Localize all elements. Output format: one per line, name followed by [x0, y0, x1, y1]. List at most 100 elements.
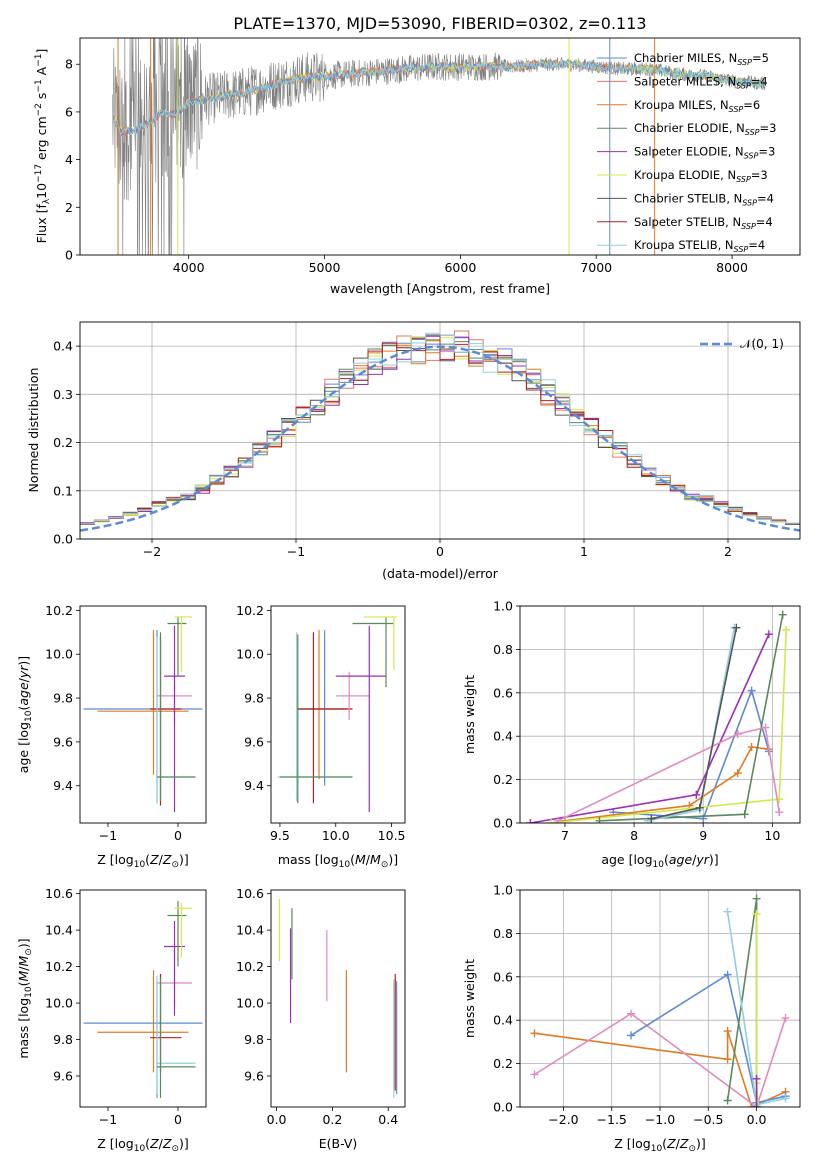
x-tick-label: 6000 [444, 260, 476, 275]
weight-marker [733, 730, 742, 739]
gridlines [520, 889, 800, 1108]
x-tick-label: 8 [630, 828, 638, 843]
weight-line-salpeter_elodie [530, 633, 770, 823]
y-tick-label: 0.4 [53, 339, 73, 354]
x-tick-label: 0 [174, 828, 182, 843]
axes-frame [79, 37, 801, 256]
y-tick-label: 9.4 [53, 778, 73, 793]
y-tick-label: 10.0 [45, 647, 73, 662]
weight-line-kroupa_elodie [551, 629, 787, 823]
y-tick-label: 1.0 [493, 883, 513, 898]
x-axis-label: wavelength [Angstrom, rest frame] [330, 281, 550, 296]
legend-entry-label: Kroupa MILES, NSSP=6 [634, 98, 760, 114]
axes-frame [79, 321, 801, 540]
x-tick-label: −1.5 [597, 1112, 627, 1127]
x-tick-label: 0 [174, 1112, 182, 1127]
y-axis-label: mass [log10(M/M⊙)] [16, 938, 34, 1058]
weight-marker [627, 1009, 636, 1018]
x-tick-label: 10.5 [378, 828, 406, 843]
y-tick-label: 10.4 [45, 923, 73, 938]
y-tick-label: 9.8 [244, 1032, 264, 1047]
y-tick-label: 9.6 [53, 734, 73, 749]
y-tick-label: 0.0 [53, 532, 73, 547]
y-tick-label: 9.8 [53, 1032, 73, 1047]
y-tick-label: 0 [65, 248, 73, 263]
y-tick-label: 0.2 [493, 1056, 513, 1071]
legend-entry-label: Chabrier MILES, NSSP=5 [634, 51, 769, 67]
y-tick-label: 10.0 [45, 996, 73, 1011]
y-tick-label: 10.6 [236, 886, 264, 901]
y-tick-label: 10.0 [236, 996, 264, 1011]
weight-marker [695, 803, 704, 812]
weight-marker [723, 1027, 732, 1036]
y-tick-label: 4 [65, 152, 73, 167]
weight-marker [530, 1029, 539, 1038]
x-axis-label: mass [log10(M/M⊙)] [278, 852, 398, 870]
y-tick-label: 0.2 [493, 772, 513, 787]
weight-line-chabrier_stelib [651, 627, 738, 820]
y-tick-label: 0.8 [493, 642, 513, 657]
x-tick-label: 4000 [173, 260, 205, 275]
y-tick-label: 0.1 [53, 483, 73, 498]
axes-frame [79, 889, 207, 1108]
axes-frame [519, 605, 801, 824]
weight-marker [752, 894, 761, 903]
weight-marker [723, 970, 732, 979]
weight-marker [547, 819, 556, 823]
mass-vs-ebv-panel: 0.0 0.2 0.4 9.6 9.8 10.0 10.2 10.4 10.6 E(B-V) [236, 886, 406, 1151]
axes-frame [519, 889, 801, 1108]
y-tick-label: 10.6 [45, 886, 73, 901]
plot-area [530, 894, 790, 1107]
weight-marker [778, 610, 787, 619]
x-tick-label: 7000 [580, 260, 612, 275]
x-axis-label: E(B-V) [319, 1136, 358, 1151]
weight-marker [723, 1055, 732, 1064]
y-tick-label: 0.0 [493, 816, 513, 831]
x-tick-label: 5000 [309, 260, 341, 275]
weight-line-kroupa_miles [564, 746, 770, 822]
legend-entry-label: Salpeter STELIB, NSSP=4 [634, 215, 773, 231]
weight-line-pink [534, 1012, 787, 1107]
x-tick-label: 8000 [716, 260, 748, 275]
weight-marker [747, 743, 756, 752]
y-tick-label: 0.4 [493, 729, 513, 744]
y-axis-label: Flux [fλ10−17 erg cm−2 s−1 A−1] [34, 49, 52, 244]
weight-line-chabrier_miles [630, 973, 786, 1104]
weight-marker [723, 907, 732, 916]
weight-marker [781, 1094, 790, 1103]
plot-area [526, 610, 791, 823]
x-tick-label: −1 [99, 828, 117, 843]
y-tick-label: 9.6 [53, 1069, 73, 1084]
axes-frame [79, 605, 207, 824]
weight-marker [781, 1014, 790, 1023]
weight-line-pink [557, 726, 781, 822]
y-tick-label: 0.6 [493, 969, 513, 984]
x-axis-label: Z [log10(Z/Z⊙)] [97, 1136, 189, 1154]
y-tick-label: 0.6 [493, 685, 513, 700]
y-axis-label: age [log10(age/yr)] [16, 656, 34, 773]
weight-marker [627, 1031, 636, 1040]
axes-frame [270, 889, 406, 1108]
y-tick-label: 2 [65, 200, 73, 215]
y-tick-label: 8 [65, 57, 73, 72]
y-tick-label: 10.0 [236, 647, 264, 662]
residuals-panel: −2 −1 0 1 2 0.0 0.1 0.2 0.3 0.4 (data-model)/error… [26, 321, 801, 581]
weight-vs-metallicity-panel: −2.0 −1.5 −1.0 −0.5 0.0 0.0 0.2 0.4 0.6 0.8 1.0 Z [… [462, 883, 801, 1154]
plot-area [277, 616, 398, 813]
weight-line-kroupa_stelib [647, 627, 736, 822]
plot-area [83, 900, 203, 1098]
weight-marker [530, 1070, 539, 1079]
weight-marker [747, 686, 756, 695]
x-tick-label: −2.0 [548, 1112, 578, 1127]
y-tick-label: 0.0 [493, 1100, 513, 1115]
plot-area [112, 38, 767, 255]
x-tick-label: −2 [143, 544, 161, 559]
x-tick-label: 7 [561, 828, 569, 843]
legend-entry-label: Salpeter MILES, NSSP=4 [634, 74, 768, 90]
legend-entry-label: Kroupa ELODIE, NSSP=3 [634, 168, 768, 184]
weight-marker [764, 630, 773, 639]
x-tick-label: 9 [699, 828, 707, 843]
y-tick-label: 0.4 [493, 1013, 513, 1028]
y-tick-label: 6 [65, 104, 73, 119]
weight-marker [526, 819, 535, 823]
